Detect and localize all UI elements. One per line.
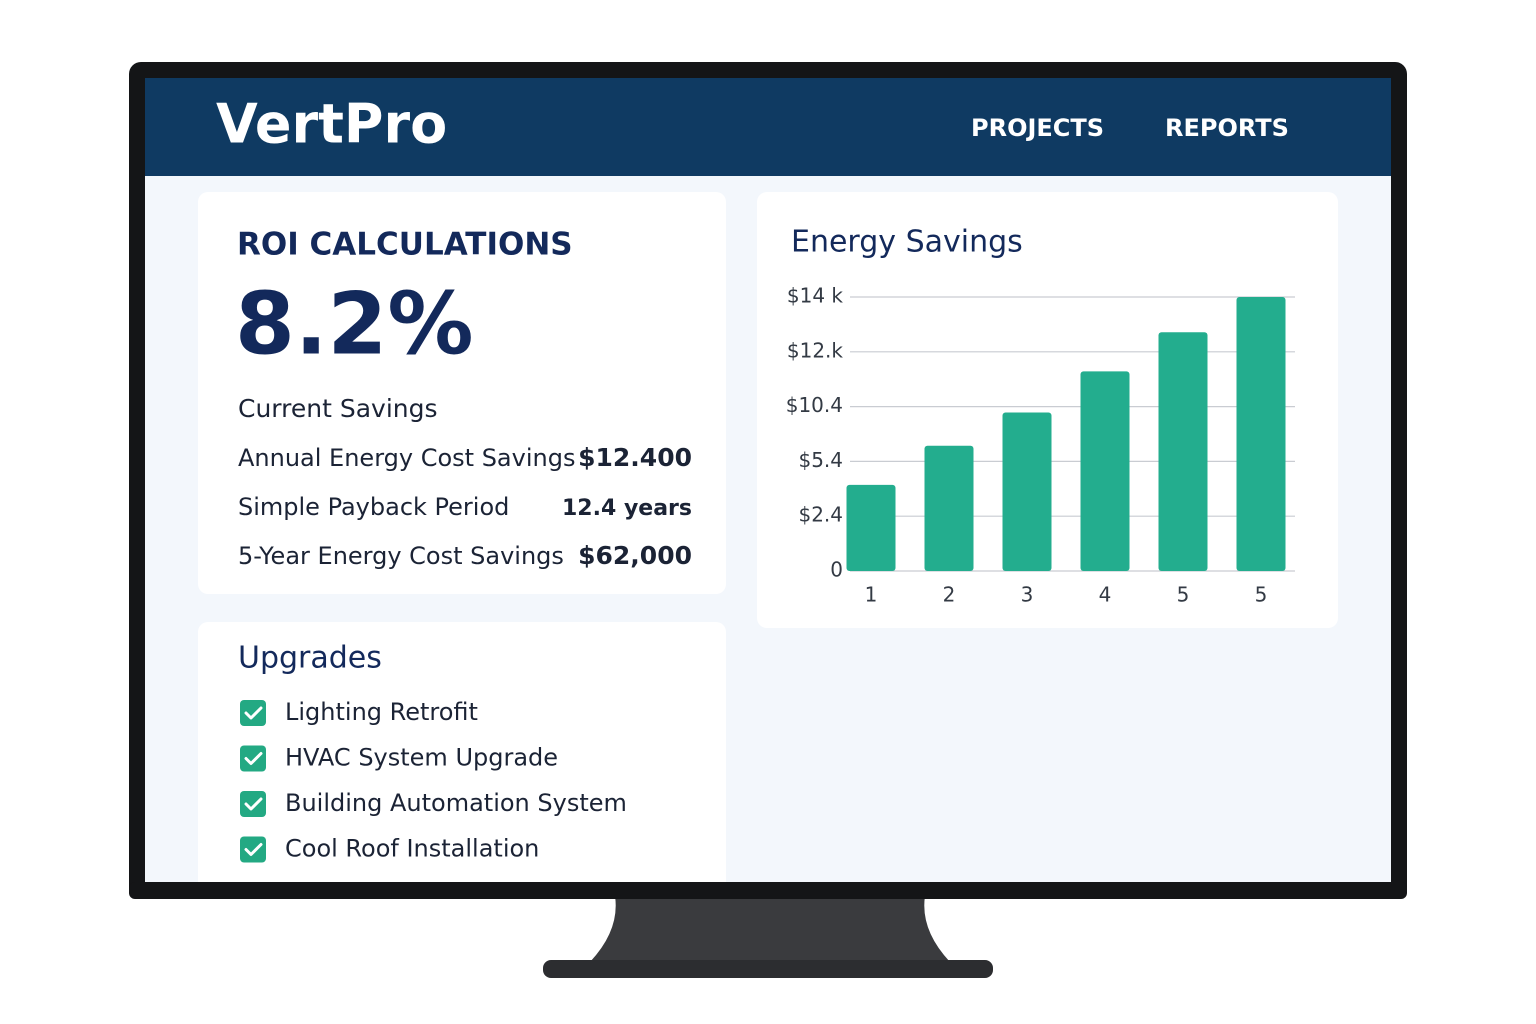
bar <box>1158 332 1208 571</box>
bar <box>924 445 974 571</box>
section-label: Current Savings <box>238 394 438 423</box>
row-label: 5-Year Energy Cost Savings <box>238 542 564 570</box>
y-tick-label: $10.4 <box>786 393 843 417</box>
y-tick-label: $14 k <box>787 284 844 308</box>
bar <box>1080 371 1130 571</box>
check-mark <box>244 752 263 765</box>
x-tick-label: 5 <box>1255 583 1268 607</box>
x-tick-label: 4 <box>1099 583 1112 607</box>
monitor-neck <box>590 896 950 962</box>
x-tick-label: 1 <box>865 583 878 607</box>
check-mark <box>244 843 263 856</box>
checkbox[interactable] <box>240 791 266 817</box>
check-mark <box>244 706 263 720</box>
y-tick-label: 0 <box>830 558 843 582</box>
upgrade-list: Lighting Retrofit HVAC System Upgrade Buil… <box>240 698 627 863</box>
y-tick-label: $12.k <box>787 338 844 362</box>
x-tick-label: 5 <box>1177 583 1190 607</box>
logo[interactable]: VertPro <box>216 93 447 156</box>
upgrade-item: Building Automation System <box>285 789 627 817</box>
monitor-bezel-bottom <box>129 882 1407 899</box>
checkbox[interactable] <box>240 700 266 726</box>
checkbox[interactable] <box>240 745 266 772</box>
card-title: Upgrades <box>238 641 382 676</box>
monitor-base <box>543 960 993 978</box>
chart: 0 $2.4 $5.4 $10.4 $12.k $14 k 1 2 3 4 5 5 <box>786 284 1295 607</box>
checkbox[interactable] <box>240 836 266 863</box>
header-bar <box>145 78 1391 176</box>
row-label: Annual Energy Cost Savings <box>238 444 575 472</box>
bar <box>1236 297 1286 571</box>
row-value: 12.4 years <box>562 496 692 521</box>
x-tick-label: 2 <box>943 583 956 607</box>
y-tick-label: $5.4 <box>798 448 843 472</box>
bar <box>846 484 896 571</box>
upgrade-item: Cool Roof Installation <box>285 835 539 863</box>
row-label: Simple Payback Period <box>238 493 509 521</box>
roi-value: 8.2% <box>235 274 474 374</box>
card-title: ROI CALCULATIONS <box>237 227 573 263</box>
row-value: $62,000 <box>578 541 692 570</box>
check-mark <box>244 797 263 811</box>
nav-link[interactable]: PROJECTS <box>971 114 1104 142</box>
roi-card <box>198 192 726 594</box>
upgrade-item: HVAC System Upgrade <box>285 744 558 772</box>
chart-title: Energy Savings <box>791 225 1023 260</box>
row-value: $12.400 <box>578 443 692 472</box>
bar <box>1002 412 1052 571</box>
nav-link[interactable]: REPORTS <box>1165 114 1289 142</box>
upgrade-item: Lighting Retrofit <box>285 698 478 726</box>
upgrades-card <box>198 622 726 892</box>
x-tick-label: 3 <box>1021 583 1034 607</box>
y-tick-label: $2.4 <box>798 503 843 527</box>
